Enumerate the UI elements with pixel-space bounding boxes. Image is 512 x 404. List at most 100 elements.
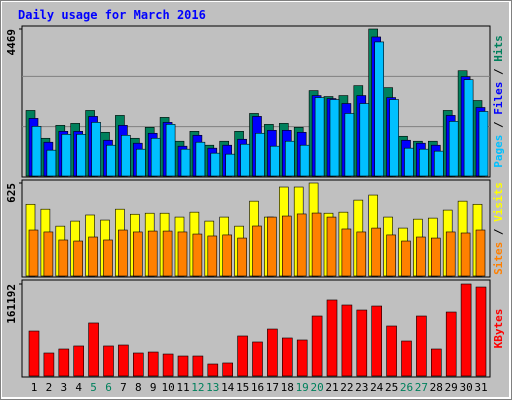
bar: [207, 363, 219, 377]
bar: [103, 239, 113, 277]
bar: [73, 240, 83, 277]
bar: [255, 132, 265, 177]
bar: [237, 237, 247, 277]
x-tick-label: 15: [236, 381, 249, 394]
legend-separator: /: [492, 115, 505, 135]
x-tick-label: 3: [60, 381, 67, 394]
bar: [281, 215, 292, 277]
bar: [296, 339, 308, 377]
bar: [162, 353, 174, 377]
bar: [165, 124, 176, 177]
x-tick-label: 4: [75, 381, 82, 394]
bar: [133, 231, 143, 277]
bar: [326, 216, 337, 277]
x-tick-label: 9: [150, 381, 157, 394]
bar: [177, 355, 189, 377]
x-tick-label: 13: [206, 381, 219, 394]
legend-entry: Files: [492, 82, 505, 115]
legend-entry: Hits: [492, 35, 505, 62]
bar: [237, 335, 248, 377]
bar: [267, 328, 278, 377]
x-tick-label: 24: [370, 381, 384, 394]
bar: [356, 309, 368, 377]
x-tick-label: 17: [266, 381, 279, 394]
bar: [58, 348, 70, 377]
x-tick-label: 14: [221, 381, 235, 394]
legend: Sites / Visits: [492, 182, 505, 275]
x-tick-label: 16: [251, 381, 264, 394]
bar: [252, 225, 262, 277]
bar: [270, 145, 280, 177]
x-tick-label: 26: [400, 381, 413, 394]
x-tick-label: 21: [325, 381, 338, 394]
bar: [344, 113, 355, 177]
x-tick-label: 22: [340, 381, 353, 394]
legend-entry: Sites: [492, 242, 505, 275]
bar: [121, 134, 131, 177]
bar: [133, 352, 144, 377]
x-tick-label: 31: [474, 381, 487, 394]
bar: [192, 355, 204, 377]
bar: [103, 345, 114, 377]
bar: [147, 230, 158, 277]
bar: [329, 99, 340, 177]
bar: [147, 351, 159, 377]
bar: [118, 229, 128, 277]
bar: [374, 41, 385, 177]
bar: [326, 299, 338, 377]
x-tick-label: 28: [430, 381, 443, 394]
bar: [430, 348, 442, 377]
bar: [416, 315, 427, 377]
x-tick-label: 20: [310, 381, 323, 394]
bar: [386, 234, 396, 277]
bar: [419, 148, 429, 177]
x-tick-label: 1: [31, 381, 38, 394]
x-tick-label: 2: [46, 381, 53, 394]
bar: [73, 345, 84, 377]
bar: [359, 103, 370, 177]
bar: [475, 229, 486, 277]
bar: [177, 231, 188, 277]
x-tick-label: 23: [355, 381, 368, 394]
bar: [341, 304, 353, 377]
bar: [445, 231, 456, 277]
x-tick-label: 29: [445, 381, 458, 394]
bar: [416, 236, 426, 277]
bar: [28, 229, 39, 277]
bar: [430, 237, 441, 277]
bar: [88, 236, 98, 277]
bar: [341, 228, 352, 277]
bar: [463, 79, 474, 177]
bar: [478, 111, 489, 177]
x-tick-label: 19: [296, 381, 309, 394]
bar: [386, 325, 397, 377]
bar: [460, 232, 471, 277]
bar: [118, 344, 129, 377]
x-tick-label: 8: [135, 381, 142, 394]
bar: [43, 352, 55, 377]
bar: [192, 233, 203, 277]
bar: [180, 148, 191, 177]
x-tick-label: 7: [120, 381, 127, 394]
bar: [150, 137, 161, 177]
legend-separator: /: [492, 62, 505, 82]
x-tick-label: 18: [281, 381, 294, 394]
bar: [475, 286, 487, 377]
bar: [195, 141, 206, 177]
x-tick-label: 12: [191, 381, 204, 394]
bar: [314, 97, 325, 177]
x-tick-label: 30: [459, 381, 472, 394]
bar: [76, 133, 86, 177]
bar: [222, 234, 232, 277]
bar: [281, 337, 293, 377]
bar: [28, 330, 40, 377]
x-tick-label: 25: [385, 381, 398, 394]
bar: [222, 362, 233, 377]
legend-separator: /: [492, 222, 505, 242]
legend-entry: Pages: [492, 135, 505, 168]
bar: [299, 144, 310, 177]
bar: [371, 227, 382, 277]
bar: [389, 99, 399, 177]
bar: [240, 143, 250, 177]
